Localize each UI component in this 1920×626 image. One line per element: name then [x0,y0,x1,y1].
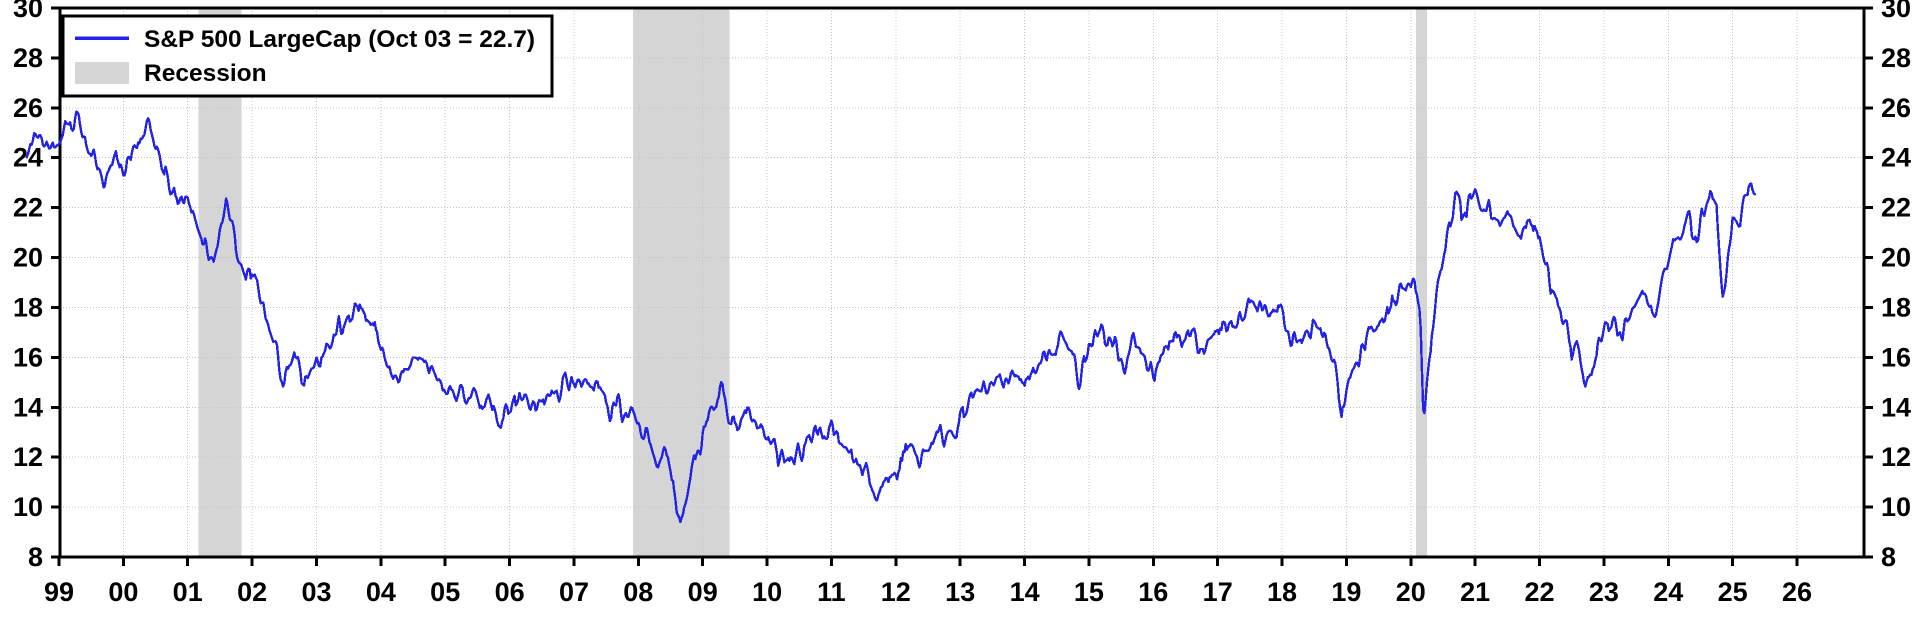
svg-text:25: 25 [1718,577,1748,607]
svg-text:06: 06 [495,577,525,607]
svg-text:18: 18 [13,293,43,323]
svg-text:Recession: Recession [144,60,267,87]
svg-text:14: 14 [13,392,43,422]
svg-text:28: 28 [1881,43,1911,73]
svg-text:30: 30 [1881,0,1911,23]
svg-text:17: 17 [1203,577,1233,607]
svg-text:26: 26 [1782,577,1812,607]
svg-text:04: 04 [366,577,396,607]
svg-text:20: 20 [1881,243,1911,273]
svg-text:8: 8 [28,542,43,572]
svg-text:05: 05 [430,577,460,607]
svg-text:14: 14 [1010,577,1040,607]
svg-text:02: 02 [237,577,267,607]
svg-text:24: 24 [1881,143,1911,173]
svg-text:10: 10 [1881,492,1911,522]
svg-text:16: 16 [1138,577,1168,607]
svg-text:24: 24 [1653,577,1683,607]
svg-text:30: 30 [13,0,43,23]
svg-text:01: 01 [173,577,203,607]
svg-text:12: 12 [881,577,911,607]
svg-text:10: 10 [752,577,782,607]
svg-text:09: 09 [688,577,718,607]
svg-text:16: 16 [1881,342,1911,372]
svg-text:20: 20 [13,243,43,273]
svg-text:15: 15 [1074,577,1104,607]
svg-text:22: 22 [13,193,43,223]
svg-text:08: 08 [623,577,653,607]
svg-text:14: 14 [1881,392,1911,422]
svg-text:21: 21 [1460,577,1490,607]
svg-text:18: 18 [1267,577,1297,607]
svg-text:16: 16 [13,342,43,372]
svg-text:26: 26 [13,93,43,123]
svg-text:00: 00 [108,577,138,607]
svg-text:19: 19 [1331,577,1361,607]
svg-text:23: 23 [1589,577,1619,607]
svg-text:07: 07 [559,577,589,607]
svg-text:18: 18 [1881,293,1911,323]
svg-text:22: 22 [1524,577,1554,607]
svg-text:99: 99 [44,577,74,607]
svg-text:03: 03 [301,577,331,607]
svg-text:11: 11 [817,577,846,607]
svg-text:12: 12 [1881,442,1911,472]
svg-text:10: 10 [13,492,43,522]
svg-text:13: 13 [945,577,975,607]
svg-text:22: 22 [1881,193,1911,223]
svg-text:S&P 500 LargeCap (Oct 03 = 22.: S&P 500 LargeCap (Oct 03 = 22.7) [144,26,535,53]
svg-text:24: 24 [13,143,43,173]
svg-text:26: 26 [1881,93,1911,123]
svg-text:20: 20 [1396,577,1426,607]
svg-text:8: 8 [1881,542,1896,572]
svg-text:12: 12 [13,442,43,472]
svg-text:28: 28 [13,43,43,73]
